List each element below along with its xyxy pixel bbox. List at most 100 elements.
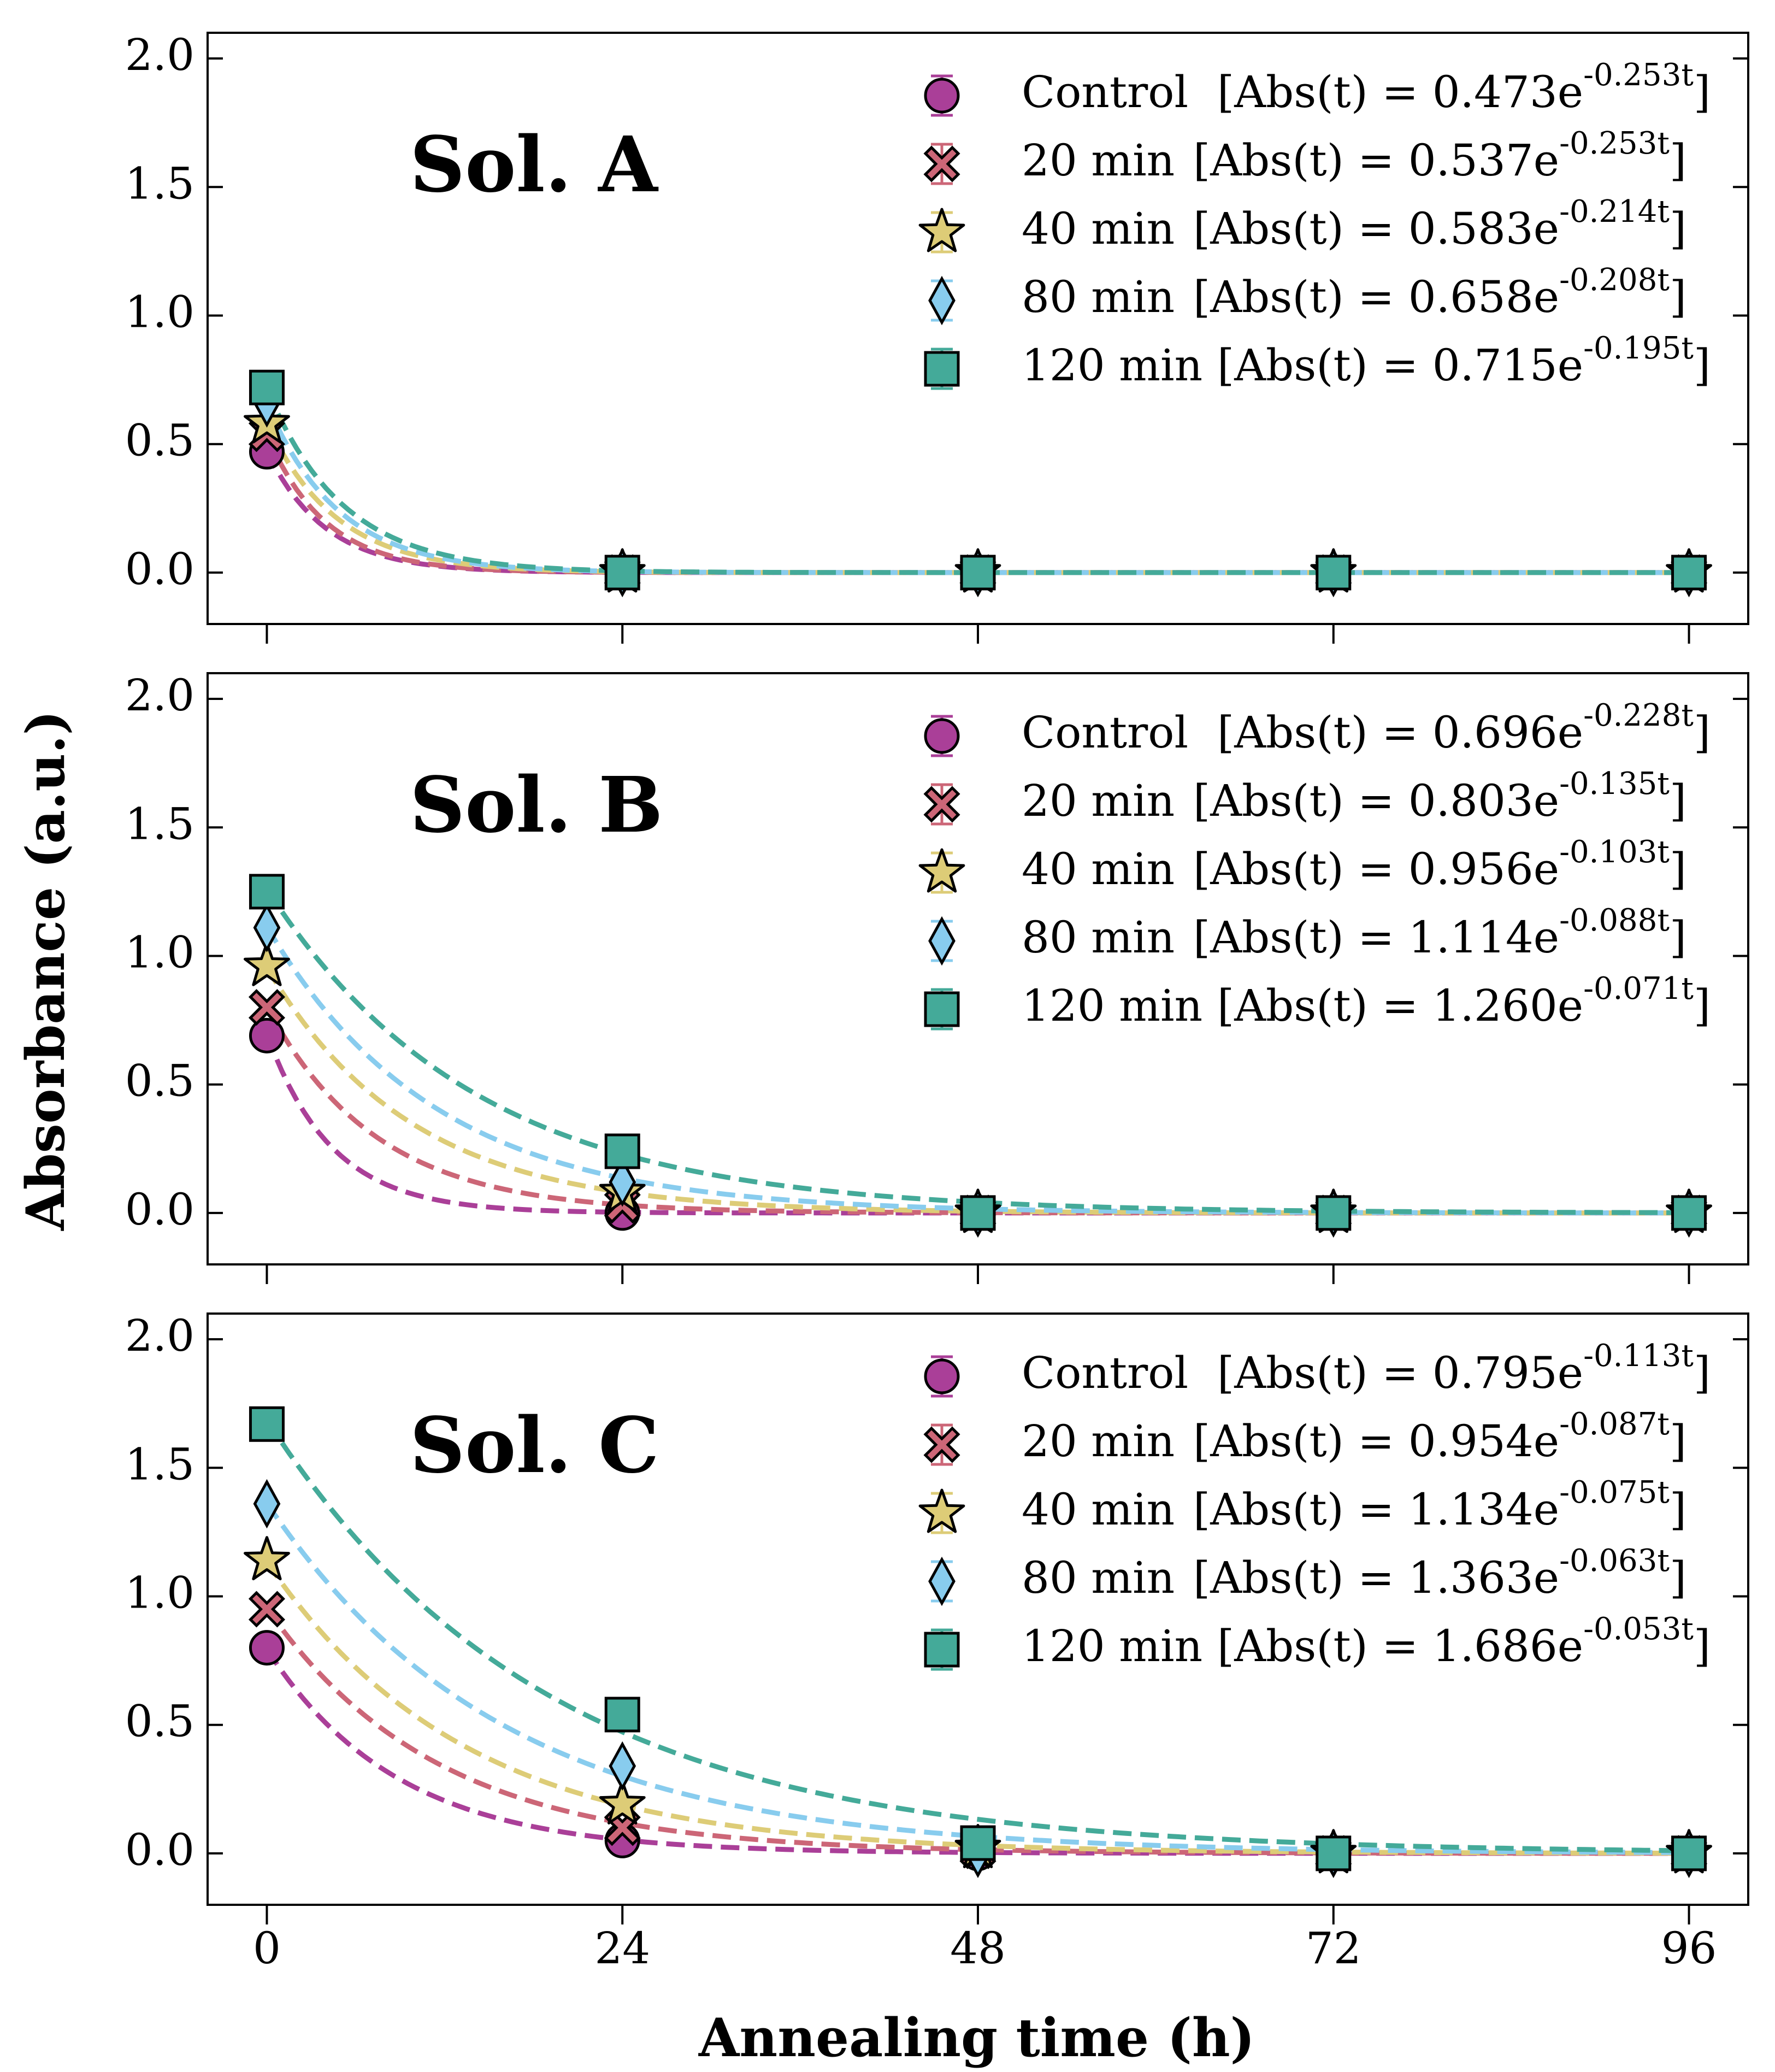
x-tick-label: 24 bbox=[594, 1923, 650, 1974]
panel-title: Sol. C bbox=[410, 1401, 659, 1491]
legend-label: 80 min bbox=[1022, 912, 1175, 963]
data-point bbox=[244, 941, 290, 986]
legend-marker bbox=[924, 78, 960, 114]
y-tick-label: 1.5 bbox=[125, 158, 194, 209]
legend-label: 20 min bbox=[1022, 135, 1175, 186]
legend-formula: [Abs(t) = 1.686e-0.053t] bbox=[1217, 1611, 1711, 1672]
data-point bbox=[248, 1591, 285, 1628]
legend-formula: [Abs(t) = 0.715e-0.195t] bbox=[1217, 331, 1711, 391]
legend: Control [Abs(t) = 0.473e-0.253t] 20 min [Ab… bbox=[918, 57, 1711, 391]
legend-label: 120 min bbox=[1022, 1621, 1202, 1671]
legend-label: 40 min bbox=[1022, 1484, 1175, 1535]
y-tick-label: 0.5 bbox=[125, 1696, 194, 1747]
legend-marker bbox=[923, 145, 960, 183]
panel-title: Sol. A bbox=[410, 120, 659, 210]
legend-marker bbox=[924, 351, 960, 387]
legend-formula: [Abs(t) = 1.363e-0.063t] bbox=[1193, 1543, 1686, 1604]
legend-formula: [Abs(t) = 0.956e-0.103t] bbox=[1193, 834, 1686, 895]
panel-title: Sol. B bbox=[410, 761, 663, 850]
legend-marker bbox=[928, 1556, 956, 1606]
fit-curve bbox=[264, 925, 1689, 1216]
legend-formula: [Abs(t) = 0.954e-0.087t] bbox=[1193, 1406, 1686, 1467]
x-tick-label: 0 bbox=[253, 1923, 281, 1974]
y-tick-label: 2.0 bbox=[125, 670, 194, 721]
legend-label: Control bbox=[1022, 67, 1188, 117]
data-point bbox=[609, 1157, 636, 1207]
legend-marker bbox=[924, 1632, 960, 1668]
fit-curve bbox=[264, 1502, 1689, 1855]
legend-label: 80 min bbox=[1022, 1552, 1175, 1603]
y-tick-label: 1.0 bbox=[125, 286, 194, 337]
legend-marker bbox=[924, 718, 960, 754]
data-point bbox=[609, 1741, 636, 1791]
data-point bbox=[1316, 1835, 1352, 1871]
fit-curve bbox=[264, 402, 1689, 575]
y-tick-label: 2.0 bbox=[125, 30, 194, 80]
legend-marker bbox=[918, 1488, 965, 1533]
legend-marker bbox=[918, 848, 965, 893]
legend-label: 20 min bbox=[1022, 1416, 1175, 1467]
legend-label: Control bbox=[1022, 707, 1188, 758]
legend-label: 120 min bbox=[1022, 980, 1202, 1031]
legend-marker bbox=[923, 786, 960, 823]
y-tick-label: 0.5 bbox=[125, 415, 194, 466]
legend-marker bbox=[924, 991, 960, 1027]
y-tick-label: 0.0 bbox=[125, 1824, 194, 1875]
legend: Control [Abs(t) = 0.696e-0.228t] 20 min [Ab… bbox=[918, 698, 1711, 1032]
x-tick-label: 96 bbox=[1661, 1923, 1717, 1974]
data-point bbox=[604, 1697, 640, 1733]
fit-curve bbox=[264, 1005, 1689, 1216]
y-axis-title: Absorbance (a.u.) bbox=[15, 710, 76, 1231]
data-point bbox=[1671, 1835, 1707, 1871]
fit-curve bbox=[264, 1647, 1689, 1856]
y-tick-label: 2.0 bbox=[125, 1310, 194, 1361]
legend-formula: [Abs(t) = 0.658e-0.208t] bbox=[1193, 262, 1686, 323]
data-point bbox=[249, 1630, 285, 1666]
y-tick-label: 0.0 bbox=[125, 544, 194, 594]
data-point bbox=[604, 555, 640, 591]
y-tick-label: 1.5 bbox=[125, 1439, 194, 1490]
legend-formula: [Abs(t) = 1.260e-0.071t] bbox=[1217, 971, 1711, 1032]
fit-curve bbox=[264, 1560, 1689, 1856]
legend-label: Control bbox=[1022, 1347, 1188, 1398]
legend-marker bbox=[923, 1426, 960, 1463]
legend-formula: [Abs(t) = 1.134e-0.075t] bbox=[1193, 1475, 1686, 1535]
legend-formula: [Abs(t) = 1.114e-0.088t] bbox=[1193, 903, 1686, 963]
legend-formula: [Abs(t) = 0.696e-0.228t] bbox=[1217, 698, 1711, 758]
data-point bbox=[249, 1406, 285, 1442]
legend-marker bbox=[918, 208, 965, 252]
legend-formula: [Abs(t) = 0.473e-0.253t] bbox=[1217, 57, 1711, 118]
legend-formula: [Abs(t) = 0.795e-0.113t] bbox=[1217, 1338, 1711, 1399]
y-tick-label: 1.0 bbox=[125, 1567, 194, 1618]
data-point bbox=[604, 1133, 640, 1169]
fit-curve bbox=[264, 887, 1689, 1215]
y-tick-label: 1.0 bbox=[125, 927, 194, 978]
legend-label: 40 min bbox=[1022, 203, 1175, 254]
fit-curve bbox=[264, 387, 1689, 575]
fit-curve bbox=[264, 1033, 1689, 1216]
fit-curve bbox=[264, 1418, 1689, 1853]
data-point bbox=[244, 1536, 290, 1581]
legend-formula: [Abs(t) = 0.537e-0.253t] bbox=[1193, 126, 1686, 186]
legend-label: 40 min bbox=[1022, 844, 1175, 894]
data-point bbox=[960, 1825, 996, 1861]
data-point bbox=[1316, 555, 1352, 591]
data-point bbox=[253, 1479, 281, 1529]
data-point bbox=[960, 1195, 996, 1231]
x-tick-label: 48 bbox=[950, 1923, 1006, 1974]
x-axis-title: Annealing time (h) bbox=[698, 2007, 1255, 2069]
legend-marker bbox=[924, 1358, 960, 1394]
legend-marker bbox=[928, 916, 956, 966]
y-tick-label: 0.5 bbox=[125, 1056, 194, 1106]
y-tick-label: 1.5 bbox=[125, 798, 194, 849]
data-point bbox=[253, 903, 281, 952]
legend: Control [Abs(t) = 0.795e-0.113t] 20 min [Ab… bbox=[918, 1338, 1711, 1672]
legend-label: 20 min bbox=[1022, 775, 1175, 826]
data-point bbox=[960, 555, 996, 591]
data-point bbox=[249, 1017, 285, 1053]
legend-marker bbox=[928, 275, 956, 326]
data-point bbox=[1671, 555, 1707, 591]
